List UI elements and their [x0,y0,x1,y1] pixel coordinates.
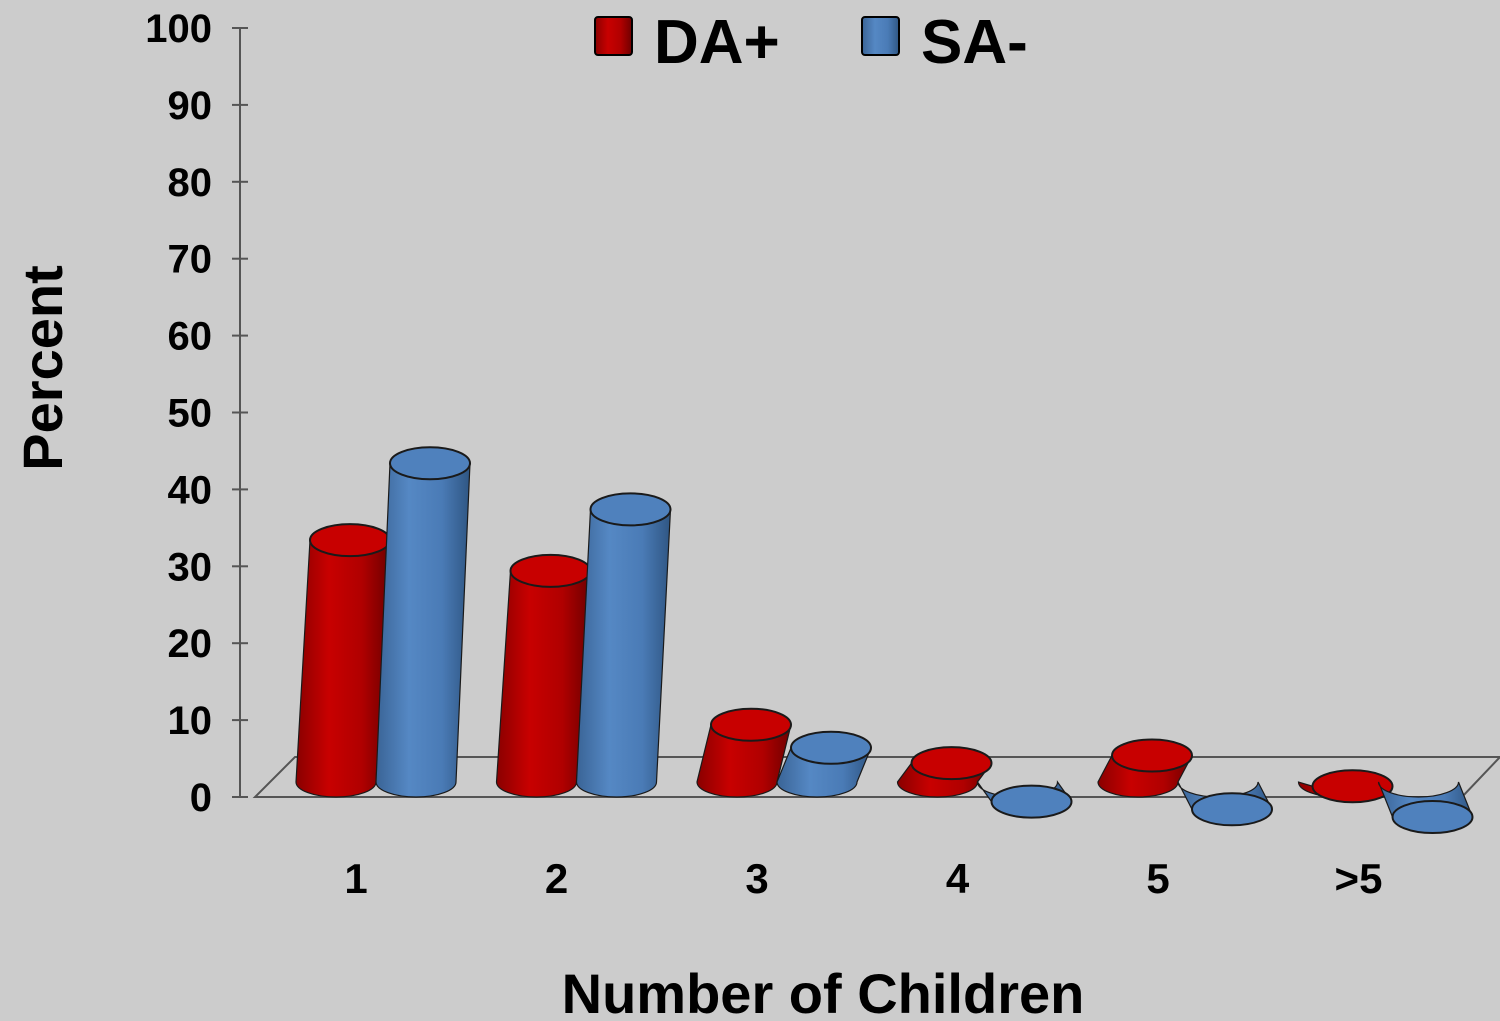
bar-da-3 [696,707,792,798]
bar-top [910,746,993,781]
y-tick-label: 90 [168,84,213,128]
y-tick-label: 80 [168,161,213,205]
bar-da-5 [1097,738,1193,798]
x-tick-label: 5 [1146,855,1169,902]
y-axis-title: Percent [11,265,74,470]
bar-da-2 [495,553,592,798]
bar-top [509,553,592,588]
bar-top [589,492,672,527]
bar-da-6 [1297,769,1394,804]
bar-sa-5 [1177,781,1273,827]
bar-top [1111,738,1193,773]
bar-sa-4 [976,780,1073,819]
bar-body [295,540,391,798]
bar-top [710,707,792,742]
y-tick-label: 40 [168,468,213,512]
bar-top [990,784,1073,819]
y-tick-label: 60 [168,315,213,359]
legend-label-sa: SA- [921,8,1028,77]
bar-top [1391,800,1474,834]
y-tick-label: 70 [168,238,213,282]
bar-sa-3 [776,730,872,798]
legend: DA+ SA- [594,8,1028,77]
bars [295,446,1474,834]
y-axis-ticks: 0 10 20 30 40 50 60 70 80 90 100 [145,7,248,820]
y-tick-label: 10 [168,699,213,743]
bar-body [375,463,471,798]
y-tick-label: 100 [145,7,212,51]
bar-top [1311,769,1394,804]
x-tick-label: 1 [344,855,367,902]
bar-da-1 [295,523,391,798]
x-tick-label: 3 [745,855,768,902]
y-tick-label: 50 [168,392,213,436]
legend-swatch-da [594,16,633,56]
x-axis-tick-labels: 1 2 3 4 5 >5 [344,855,1382,902]
bar-top [790,730,872,765]
bar-sa-6 [1377,781,1474,834]
bar-body [575,509,672,798]
bar-sa-2 [575,492,672,798]
y-tick-label: 20 [168,622,213,666]
bar-top [389,446,471,481]
y-tick-label: 0 [190,776,212,820]
x-tick-label: >5 [1335,855,1383,902]
bar-sa-1 [375,446,471,798]
x-tick-label: 4 [946,855,970,902]
bar-body [495,570,592,798]
legend-label-da: DA+ [654,8,780,77]
bar-top [1191,792,1273,827]
y-tick-label: 30 [168,545,213,589]
bar-top [309,523,391,558]
legend-swatch-sa [861,16,900,56]
x-tick-label: 2 [545,855,568,902]
x-axis-title: Number of Children [562,962,1085,1021]
